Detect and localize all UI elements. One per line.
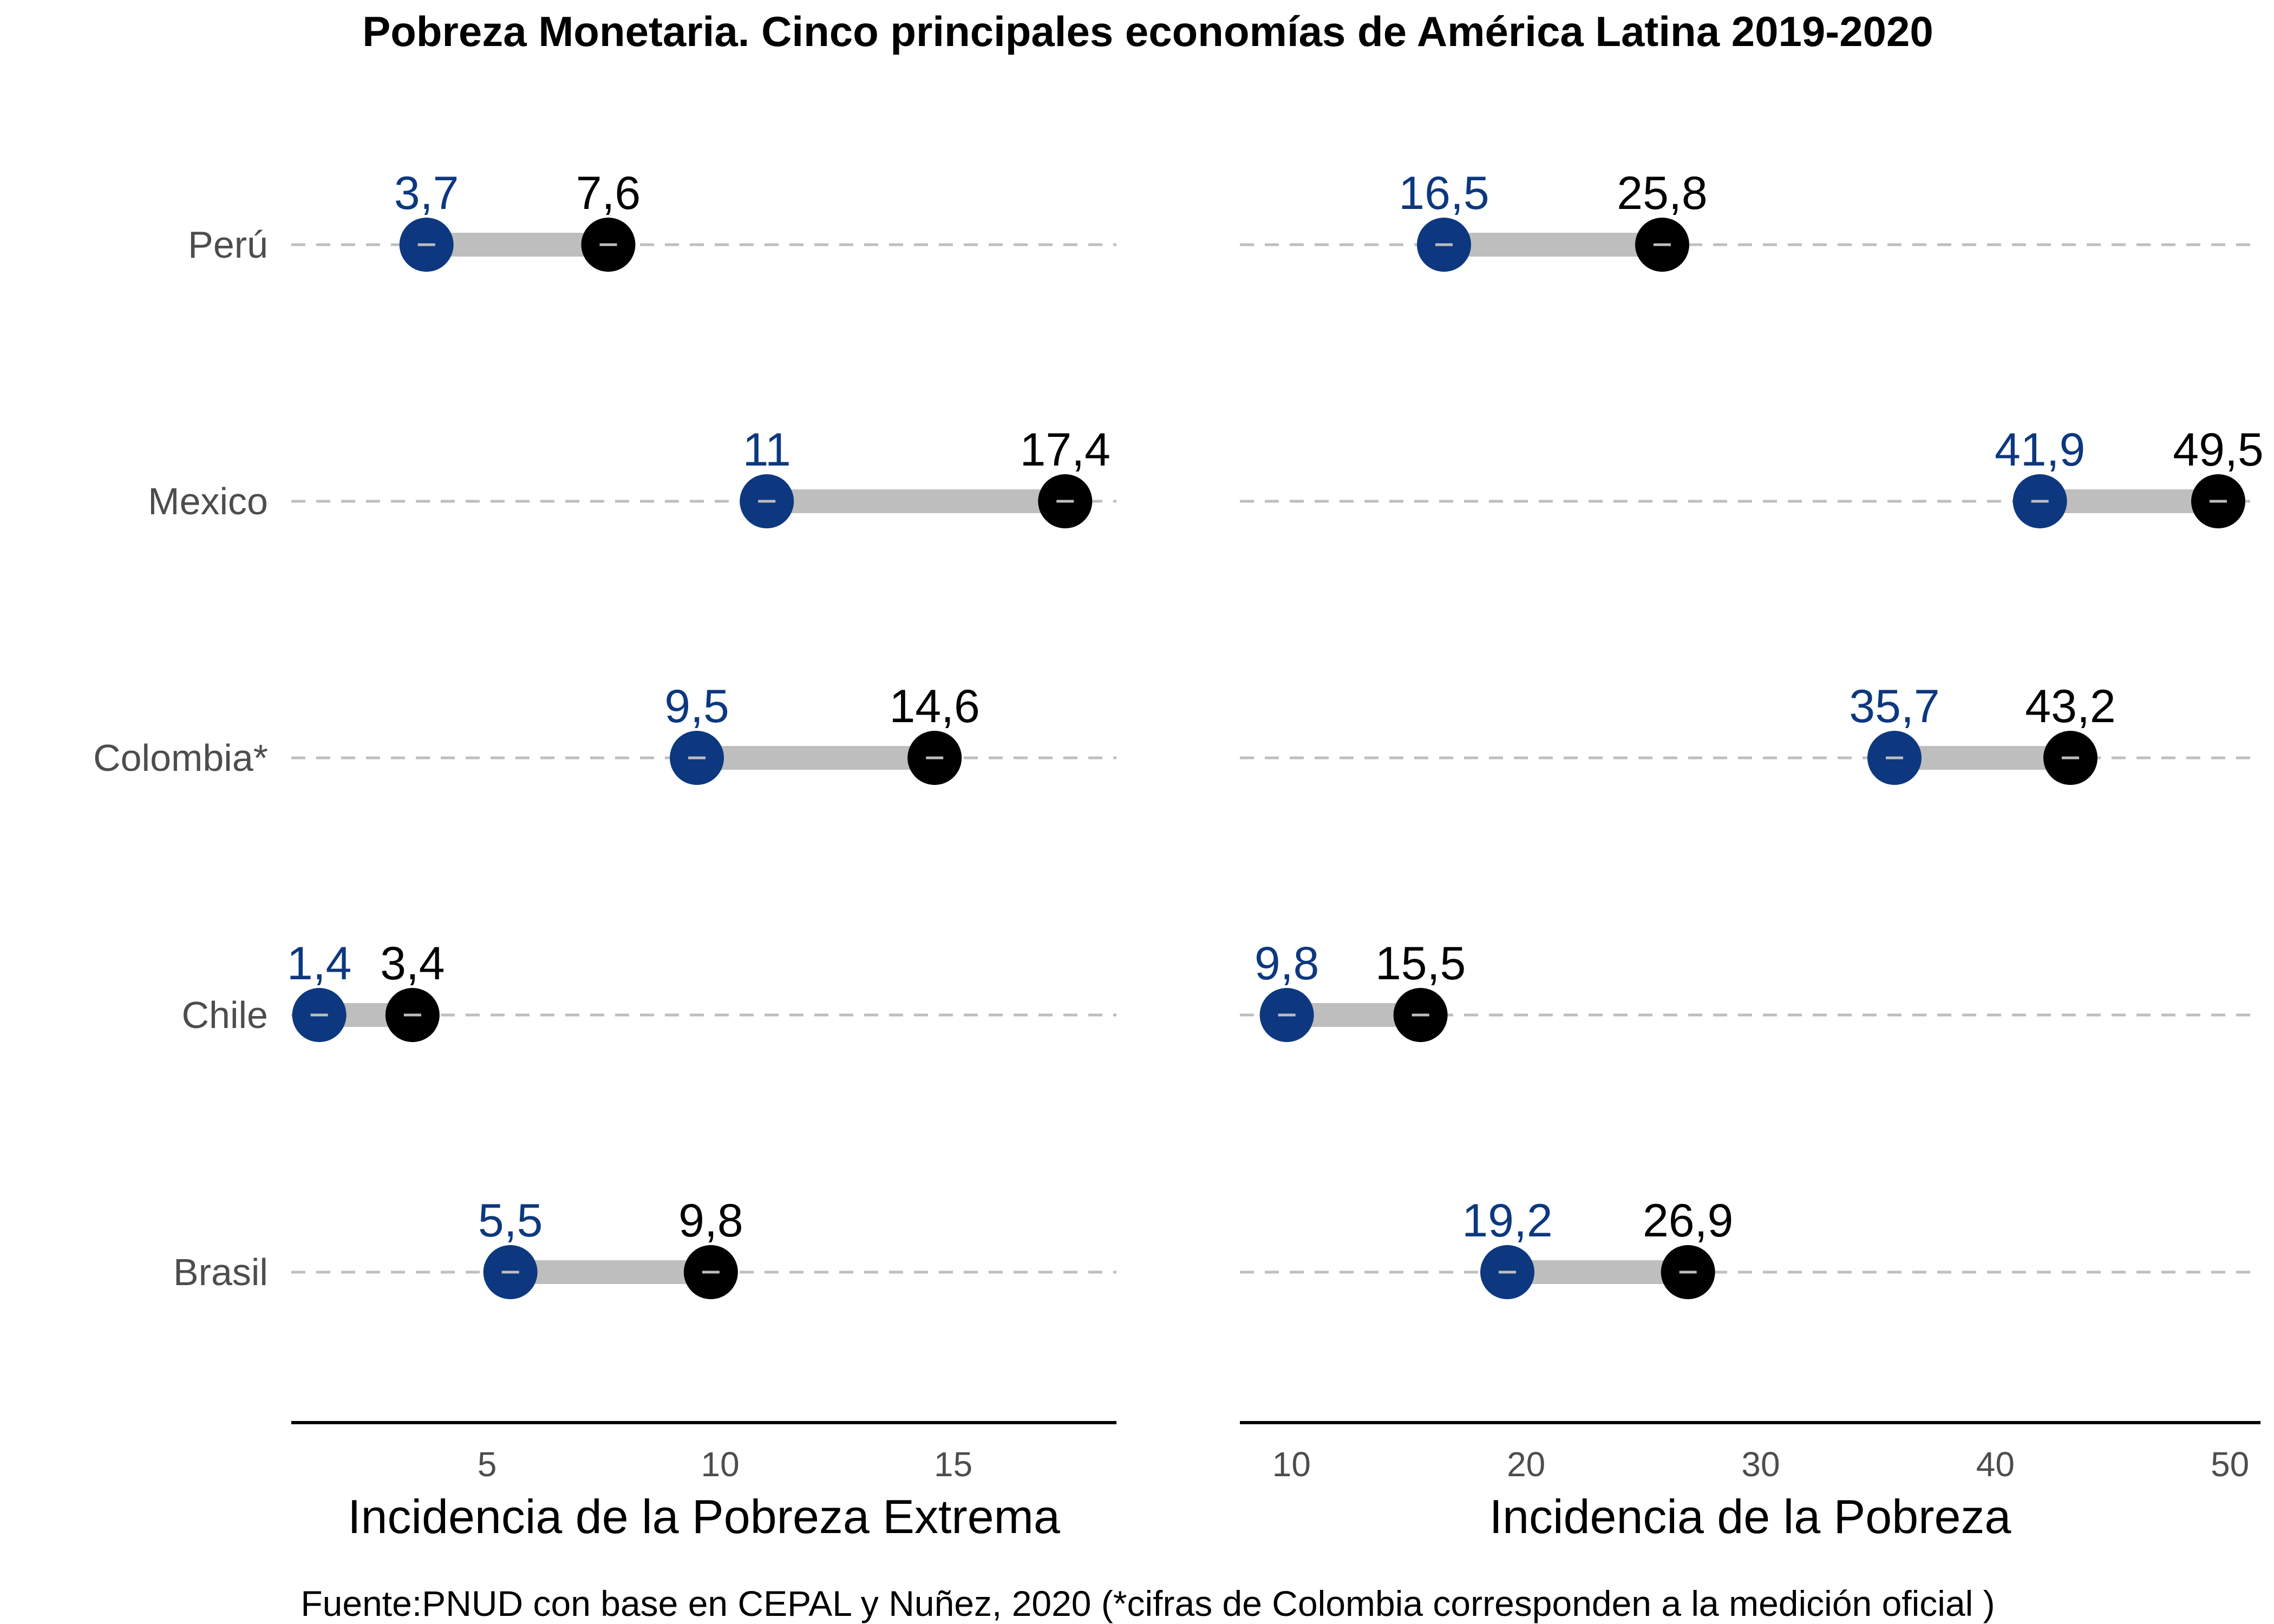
data-label-end: 43,2 <box>2025 680 2115 732</box>
data-label-start: 5,5 <box>478 1195 543 1247</box>
category-label: Mexico <box>148 480 268 522</box>
data-label-start: 19,2 <box>1462 1195 1552 1247</box>
data-label-start: 9,5 <box>664 680 729 732</box>
x-axis-label: Incidencia de la Pobreza <box>1489 1490 2011 1543</box>
category-label: Perú <box>188 224 268 266</box>
x-tick-label: 40 <box>1976 1445 2015 1484</box>
data-label-start: 41,9 <box>1995 424 2085 476</box>
panel-1: Perú Mexico Colombia* Chile Brasil 3,7 7,6 11 17… <box>93 167 1116 1543</box>
data-label-end: 14,6 <box>890 680 980 732</box>
data-label-end: 7,6 <box>576 167 641 219</box>
data-label-end: 49,5 <box>2173 424 2263 476</box>
data-label-end: 25,8 <box>1617 167 1707 219</box>
chart-caption: Fuente:PNUD con base en CEPAL y Nuñez, 2… <box>300 1583 1995 1623</box>
data-label-end: 3,4 <box>380 938 445 990</box>
data-label-start: 1,4 <box>287 938 352 990</box>
x-tick-label: 50 <box>2211 1445 2249 1484</box>
category-label: Brasil <box>173 1251 268 1293</box>
x-axis-label: Incidencia de la Pobreza Extrema <box>348 1490 1060 1543</box>
data-label-start: 11 <box>743 424 791 476</box>
x-tick-label: 20 <box>1507 1445 1545 1484</box>
category-label: Chile <box>181 994 268 1036</box>
x-tick-label: 15 <box>934 1445 972 1484</box>
panel-2: 16,5 25,8 41,9 49,5 35,7 43,2 9,8 15,5 19,2 26,9 1… <box>1240 167 2264 1543</box>
chart-panels: Perú Mexico Colombia* Chile Brasil 3,7 7,6 11 17… <box>93 167 2264 1543</box>
x-tick-label: 10 <box>1272 1445 1311 1484</box>
data-label-start: 35,7 <box>1849 680 1939 732</box>
data-label-end: 17,4 <box>1020 424 1110 476</box>
x-tick-label: 10 <box>701 1445 740 1484</box>
data-label-end: 15,5 <box>1375 938 1466 990</box>
category-label: Colombia* <box>93 737 268 779</box>
x-tick-label: 30 <box>1741 1445 1780 1484</box>
data-label-start: 16,5 <box>1399 167 1489 219</box>
x-tick-label: 5 <box>478 1445 497 1484</box>
data-label-start: 9,8 <box>1254 938 1319 990</box>
data-label-start: 3,7 <box>394 167 459 219</box>
chart-title: Pobreza Monetaria. Cinco principales eco… <box>362 8 1933 55</box>
data-label-end: 26,9 <box>1643 1195 1733 1247</box>
data-label-end: 9,8 <box>678 1195 743 1247</box>
